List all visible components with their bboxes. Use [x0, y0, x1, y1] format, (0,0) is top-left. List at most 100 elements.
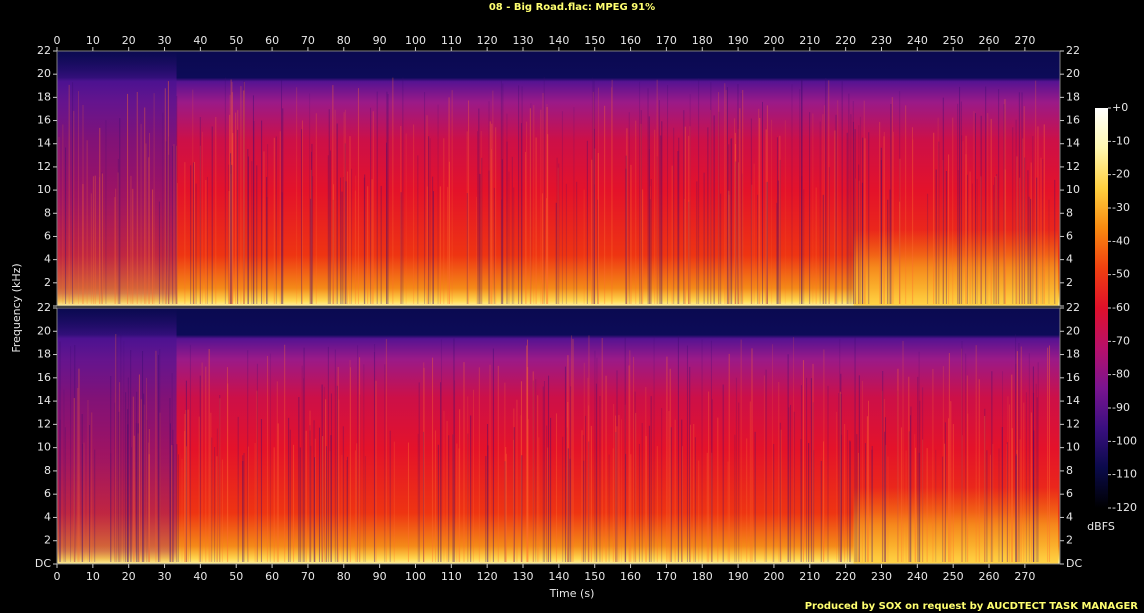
- x-tick-label: 260: [979, 34, 1000, 47]
- x-tick-label: 260: [979, 570, 1000, 583]
- x-tick-label: 20: [122, 570, 136, 583]
- x-tick-label: 200: [763, 34, 784, 47]
- colorbar-tick-label: -30: [1112, 201, 1130, 214]
- x-tick-label: 180: [692, 570, 713, 583]
- y-tick-label: 10: [37, 183, 51, 196]
- x-tick-label: 220: [835, 570, 856, 583]
- x-tick-label: 160: [620, 570, 641, 583]
- y-tick-label: 20: [37, 324, 51, 337]
- x-tick-label: 40: [193, 570, 207, 583]
- y-tick-label: 22: [1066, 44, 1080, 57]
- y-tick-label: 2: [1066, 534, 1073, 547]
- y-tick-label: 6: [44, 229, 51, 242]
- y-tick-label: 12: [37, 160, 51, 173]
- y-tick-label: 14: [1066, 137, 1080, 150]
- footer: Produced by SOX on request by AUCDTECT T…: [805, 601, 1139, 612]
- y-tick-label: 16: [1066, 114, 1080, 127]
- y-tick-label: 18: [37, 348, 51, 361]
- x-tick-label: 240: [907, 34, 928, 47]
- x-tick-label: 210: [799, 34, 820, 47]
- x-tick-label: 130: [513, 570, 534, 583]
- y-tick-label: 12: [1066, 160, 1080, 173]
- x-tick-label: 150: [584, 34, 605, 47]
- colorbar-tick-label: -100: [1112, 434, 1137, 447]
- colorbar: [1095, 108, 1108, 508]
- x-tick-label: 200: [763, 570, 784, 583]
- x-tick-label: 270: [1014, 570, 1035, 583]
- x-tick-label: 230: [871, 570, 892, 583]
- x-tick-label: 0: [54, 34, 61, 47]
- y-tick-label: 6: [44, 487, 51, 500]
- x-tick-label: 90: [373, 570, 387, 583]
- x-tick-label: 60: [265, 34, 279, 47]
- x-tick-label: 70: [301, 34, 315, 47]
- x-tick-label: 250: [943, 34, 964, 47]
- x-tick-label: 130: [513, 34, 534, 47]
- x-axis-label: Time (s): [549, 587, 595, 600]
- colorbar-tick-label: -90: [1112, 401, 1130, 414]
- y-tick-label: 20: [1066, 324, 1080, 337]
- colorbar-tick-label: +0: [1112, 101, 1128, 114]
- colorbar-tick-label: -120: [1112, 501, 1137, 514]
- x-tick-label: 190: [728, 34, 749, 47]
- y-tick-label: 8: [1066, 464, 1073, 477]
- colorbar-tick-label: -80: [1112, 368, 1130, 381]
- x-tick-label: 190: [728, 570, 749, 583]
- y-tick-label: 12: [1066, 417, 1080, 430]
- x-tick-label: 140: [548, 34, 569, 47]
- y-tick-label: 20: [37, 67, 51, 80]
- y-tick-label: DC: [1066, 557, 1082, 570]
- x-tick-label: 270: [1014, 34, 1035, 47]
- colorbar-tick-label: -70: [1112, 334, 1130, 347]
- y-tick-label: 4: [1066, 253, 1073, 266]
- y-tick-label: 14: [37, 137, 51, 150]
- x-tick-label: 50: [229, 570, 243, 583]
- colorbar-tick-label: -50: [1112, 268, 1130, 281]
- x-tick-label: 170: [656, 34, 677, 47]
- y-tick-label: 8: [44, 206, 51, 219]
- y-axis-label: Frequency (kHz): [10, 263, 23, 352]
- y-tick-label: 4: [44, 253, 51, 266]
- y-tick-label: 14: [1066, 394, 1080, 407]
- colorbar-tick-label: -110: [1112, 468, 1137, 481]
- colorbar-tick-label: -60: [1112, 301, 1130, 314]
- x-tick-label: 60: [265, 570, 279, 583]
- x-tick-label: 120: [477, 34, 498, 47]
- x-tick-label: 50: [229, 34, 243, 47]
- y-tick-label: 16: [1066, 371, 1080, 384]
- y-tick-label: 2: [44, 534, 51, 547]
- y-tick-label: 22: [37, 301, 51, 314]
- x-tick-label: 100: [405, 570, 426, 583]
- x-tick-label: 100: [405, 34, 426, 47]
- x-tick-label: 10: [86, 34, 100, 47]
- x-tick-label: 90: [373, 34, 387, 47]
- x-tick-label: 70: [301, 570, 315, 583]
- x-tick-label: 150: [584, 570, 605, 583]
- x-tick-label: 0: [54, 570, 61, 583]
- y-tick-label: 16: [37, 371, 51, 384]
- y-tick-label: 6: [1066, 229, 1073, 242]
- chart-title: 08 - Big Road.flac: MPEG 91%: [489, 2, 655, 13]
- y-tick-label: 6: [1066, 487, 1073, 500]
- y-tick-label: 8: [44, 464, 51, 477]
- y-tick-label: 22: [37, 44, 51, 57]
- x-tick-label: 180: [692, 34, 713, 47]
- colorbar-tick-label: -20: [1112, 168, 1130, 181]
- y-tick-label: DC: [35, 557, 51, 570]
- x-tick-label: 30: [158, 34, 172, 47]
- x-tick-label: 40: [193, 34, 207, 47]
- x-tick-label: 20: [122, 34, 136, 47]
- y-tick-label: 8: [1066, 206, 1073, 219]
- colorbar-tick-label: -40: [1112, 234, 1130, 247]
- x-tick-label: 80: [337, 570, 351, 583]
- x-tick-label: 10: [86, 570, 100, 583]
- y-tick-label: 22: [1066, 301, 1080, 314]
- x-tick-label: 170: [656, 570, 677, 583]
- y-tick-label: 14: [37, 394, 51, 407]
- y-tick-label: 16: [37, 114, 51, 127]
- quiet-region: [57, 51, 177, 306]
- y-tick-label: 2: [1066, 276, 1073, 289]
- x-tick-label: 240: [907, 570, 928, 583]
